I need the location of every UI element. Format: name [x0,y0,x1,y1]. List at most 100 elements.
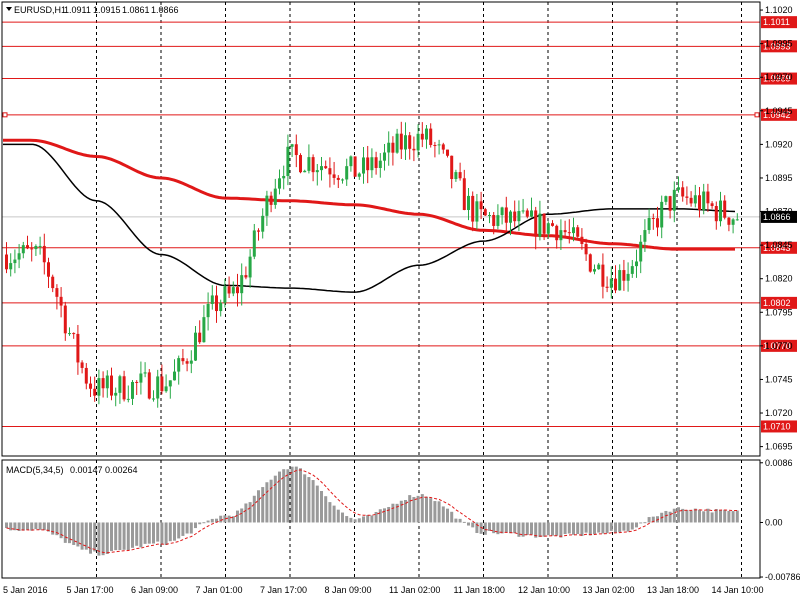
macd-bar [458,518,462,523]
macd-bar [609,522,613,531]
macd-bar [492,522,496,534]
macd-bar [635,522,638,528]
candle-body [685,196,689,198]
candle-body [567,232,571,234]
macd-bar [177,522,181,539]
candle-body [412,148,416,151]
macd-bar [710,512,714,523]
candle-body [702,191,706,211]
current-price-box [761,210,797,223]
macd-bar [488,522,491,531]
macd-bar [51,522,55,535]
candle-body [437,144,441,146]
macd-bar [240,508,244,523]
x-tick-label: 11 Jan 18:00 [454,585,505,595]
candle-body [370,157,374,171]
candle-body [244,275,248,278]
candle-body [723,200,727,218]
macd-bar [559,522,563,538]
dropdown-triangle-icon[interactable] [6,7,12,11]
candle-body [160,376,164,392]
macd-value-2: 0.00264 [105,465,138,475]
macd-bar [294,466,298,523]
macd-bar [210,518,214,523]
candle-body [525,210,529,217]
y-tick-label: 1.0745 [765,374,793,384]
candle-body [555,225,559,241]
candle-body [26,245,29,249]
candle-body [492,215,496,226]
macd-bar [437,501,441,523]
candle-body [143,372,147,374]
candle-body [147,372,151,399]
candle-body [609,278,613,288]
macd-bar [475,522,479,534]
macd-bar [324,496,328,523]
macd-bar [525,522,529,535]
macd-bar [13,522,17,531]
macd-bar [55,522,59,536]
candle-body [467,195,470,211]
candle-body [454,172,458,180]
candle-body [42,245,46,263]
candle-body [404,135,407,150]
macd-bar [727,510,731,523]
candle-body [639,241,643,262]
macd-bar [433,501,437,523]
macd-bar [135,522,139,546]
candle-body [727,217,731,225]
macd-bar [639,522,643,524]
macd-y-tick-label: 0.00 [765,517,783,527]
macd-bar [110,522,113,552]
candle-body [168,380,172,387]
close-price: 1.0866 [151,5,179,15]
level-label-box [761,40,797,53]
macd-bar [651,516,655,523]
macd-bar [685,509,689,523]
candle-body [651,218,655,220]
candle-body [248,256,252,278]
candle-body [122,376,126,400]
candle-body [30,248,34,250]
candle-body [324,166,328,169]
macd-bar [185,522,189,534]
macd-bar [84,522,88,550]
candle-body [378,160,382,168]
level-lines: 1.10111.09931.09691.09421.08431.08021.07… [2,16,797,433]
macd-bar [471,522,475,528]
macd-bar [231,516,235,523]
candle-body [131,381,134,399]
macd-bar [521,522,525,537]
candle-body [731,219,735,225]
y-tick-label: 1.0895 [765,173,793,183]
macd-bar [173,522,176,541]
macd-bar [366,515,370,523]
macd-bar [311,480,315,523]
macd-bar [152,522,155,544]
candle-body [173,371,176,381]
current-price-label: 1.0866 [763,212,791,222]
candle-body [660,201,664,228]
candle-body [395,133,399,153]
macd-bar [215,518,218,523]
candle-body [530,210,533,217]
macd-bar [286,469,290,523]
low-price: 1.0861 [122,5,150,15]
candle-body [588,254,592,272]
candle-body [433,145,437,147]
macd-bar [446,508,449,523]
macd-bar [731,511,735,523]
macd-bar [349,517,353,523]
macd-bar [30,522,34,531]
y-tick-label: 1.0945 [765,106,793,116]
candle-body [265,195,269,216]
macd-bar [244,503,248,523]
candle-body [47,262,50,277]
candle-body [231,287,235,294]
macd-bar [706,508,710,523]
macd-bar [391,503,395,523]
macd-bar [336,509,340,523]
macd-bar [164,522,168,546]
